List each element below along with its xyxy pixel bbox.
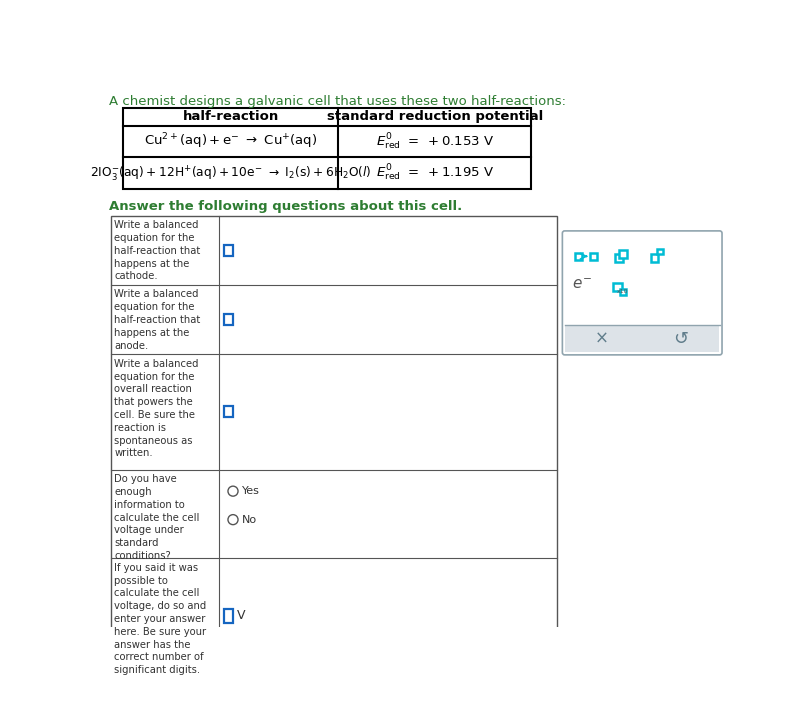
Bar	[620, 288, 626, 295]
Circle shape	[228, 515, 238, 525]
Text: $\mathrm{Cu^{2+}(aq)+e^{-}\ \rightarrow\ Cu^{+}(aq)}$: $\mathrm{Cu^{2+}(aq)+e^{-}\ \rightarrow\…	[144, 132, 318, 152]
Text: $E^{0}_{\mathrm{red}}\ =\ +0.153\ \mathrm{V}$: $E^{0}_{\mathrm{red}}\ =\ +0.153\ \mathr…	[376, 131, 494, 152]
Text: A chemist designs a galvanic cell that uses these two half-reactions:: A chemist designs a galvanic cell that u…	[109, 94, 566, 108]
Text: Yes: Yes	[242, 486, 260, 496]
Bar	[110, 216, 557, 674]
Text: half-reaction: half-reaction	[182, 111, 279, 123]
Text: If you said it was
possible to
calculate the cell
voltage, do so and
enter your : If you said it was possible to calculate…	[114, 563, 207, 675]
Text: No: No	[242, 515, 258, 525]
Text: ↺: ↺	[673, 330, 688, 348]
Bar	[565, 325, 719, 352]
FancyBboxPatch shape	[562, 231, 722, 355]
Text: $E^{0}_{\mathrm{red}}\ =\ +1.195\ \mathrm{V}$: $E^{0}_{\mathrm{red}}\ =\ +1.195\ \mathr…	[376, 163, 494, 183]
Text: ×: ×	[595, 330, 609, 348]
Text: $e^{-}$: $e^{-}$	[572, 277, 591, 293]
Bar	[650, 254, 659, 262]
Text: x10: x10	[617, 289, 629, 294]
Text: Answer the following questions about this cell.: Answer the following questions about thi…	[109, 200, 463, 213]
Bar	[224, 245, 233, 255]
Bar	[575, 253, 582, 259]
Bar	[590, 253, 597, 259]
Text: Write a balanced
equation for the
half-reaction that
happens at the
anode.: Write a balanced equation for the half-r…	[114, 290, 201, 350]
Bar	[224, 407, 233, 417]
Bar	[224, 609, 233, 623]
Text: V: V	[237, 609, 245, 623]
Text: Write a balanced
equation for the
overall reaction
that powers the
cell. Be sure: Write a balanced equation for the overal…	[114, 359, 199, 458]
Text: Do you have
enough
information to
calculate the cell
voltage under
standard
cond: Do you have enough information to calcul…	[114, 474, 200, 561]
Bar	[613, 283, 621, 291]
Bar	[123, 108, 531, 190]
Text: Write a balanced
equation for the
half-reaction that
happens at the
cathode.: Write a balanced equation for the half-r…	[114, 220, 201, 281]
Bar	[224, 314, 233, 325]
Text: $\mathrm{2IO^{-}_{3}(aq)+12H^{+}(aq)+10e^{-}\ \rightarrow\ I_{2}(s)+6H_{2}O(\mat: $\mathrm{2IO^{-}_{3}(aq)+12H^{+}(aq)+10e…	[90, 164, 372, 183]
Bar	[619, 250, 627, 258]
Bar	[615, 254, 623, 262]
Circle shape	[228, 486, 238, 496]
Text: standard reduction potential: standard reduction potential	[326, 111, 543, 123]
Bar	[657, 249, 663, 255]
